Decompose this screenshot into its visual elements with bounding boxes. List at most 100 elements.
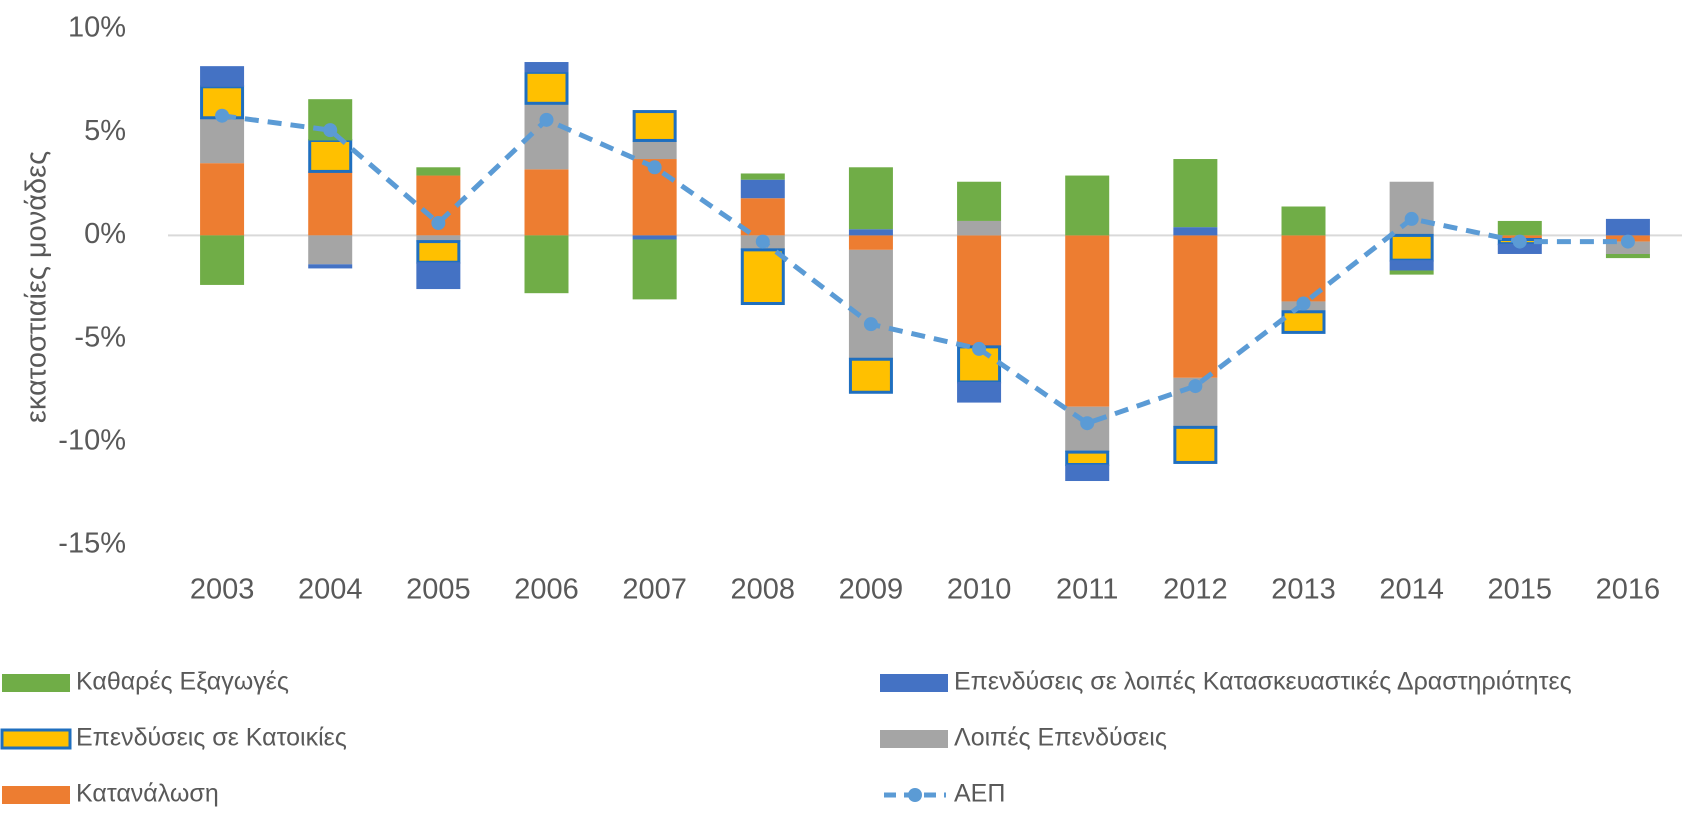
bar [740,179,785,199]
bar [1605,253,1650,259]
x-tick-label: 2004 [298,574,363,606]
line-marker [972,341,987,356]
bar [308,264,353,269]
legend-label: ΑΕΠ [954,780,1005,808]
bar [200,235,245,285]
legend-swatch [2,786,70,804]
bar [632,235,677,240]
bar [1065,464,1110,482]
x-tick-label: 2005 [406,574,471,606]
bar [1497,220,1542,236]
x-tick-label: 2014 [1379,574,1444,606]
x-tick-label: 2007 [622,574,687,606]
line-marker [1188,379,1203,394]
bar [524,235,569,294]
line-marker [539,112,554,127]
x-tick-label: 2015 [1488,574,1553,606]
bar [848,357,893,394]
bar [957,220,1002,236]
bar [1389,233,1434,262]
y-tick-label: 5% [84,115,126,147]
bar [1173,159,1218,228]
legend-label: Λοιπές Επενδύσεις [954,724,1167,752]
bar [416,235,461,242]
bar [200,163,245,236]
line-marker [323,123,338,138]
bar [1281,310,1326,334]
legend-swatch [908,788,922,802]
bar [524,70,569,105]
x-tick-label: 2013 [1271,574,1336,606]
y-tick-label: -5% [74,321,126,353]
bar [1389,181,1434,236]
line-marker [1620,234,1635,249]
x-tick-label: 2011 [1056,574,1118,606]
bar [524,62,569,73]
x-tick-label: 2008 [731,574,796,606]
bar [1173,235,1218,378]
bar [200,117,245,164]
bar [416,167,461,176]
bar [740,248,785,306]
bar [308,235,353,265]
bar [1173,425,1218,464]
bar [1389,260,1434,271]
bar [1065,450,1110,467]
legend-label: Επενδύσεις σε λοιπές Κατασκευαστικές Δρα… [954,668,1572,696]
x-tick-label: 2012 [1163,574,1228,606]
x-tick-label: 2003 [190,574,255,606]
bar [524,169,569,236]
line-marker [1404,211,1419,226]
y-tick-label: 10% [68,12,126,44]
legend-swatch [0,728,72,750]
bar [1065,175,1110,236]
line-marker [1296,296,1311,311]
bar [416,262,461,290]
bar [957,235,1002,347]
line-marker [755,234,770,249]
bar [1389,270,1434,275]
legend-swatch [2,674,70,692]
x-tick-label: 2009 [839,574,904,606]
bar [416,240,461,264]
bar [632,239,677,300]
line-marker [215,108,230,123]
y-tick-label: -10% [58,424,126,456]
line [221,113,1628,426]
bar [1173,227,1218,236]
x-tick-label: 2016 [1596,574,1661,606]
bar [200,66,245,87]
legend-label: Κατανάλωση [76,780,219,808]
bar [1065,235,1110,407]
x-tick-label: 2006 [514,574,579,606]
bar [308,138,353,173]
bar [957,381,1002,403]
legend-label: Επενδύσεις σε Κατοικίες [76,724,347,752]
bar [632,140,677,160]
bar [632,110,677,142]
y-axis-label: εκατοστιαίες μονάδες [21,151,53,423]
x-tick-label: 2010 [947,574,1012,606]
line-marker [1512,234,1527,249]
line-marker [863,317,878,332]
line-marker [431,216,446,231]
bar [957,181,1002,221]
bar [848,229,893,236]
bar [740,173,785,180]
line-marker [1080,416,1095,431]
y-tick-label: -15% [58,528,126,560]
bar [1497,243,1542,254]
legend-swatch [880,730,948,748]
bar [1281,206,1326,236]
legend-swatch [880,674,948,692]
legend-label: Καθαρές Εξαγωγές [76,668,289,696]
line-marker [647,160,662,175]
bar [848,249,893,360]
bar [1605,218,1650,236]
bar [848,167,893,230]
bar [308,171,353,236]
y-tick-label: 0% [84,218,126,250]
bar [848,235,893,250]
